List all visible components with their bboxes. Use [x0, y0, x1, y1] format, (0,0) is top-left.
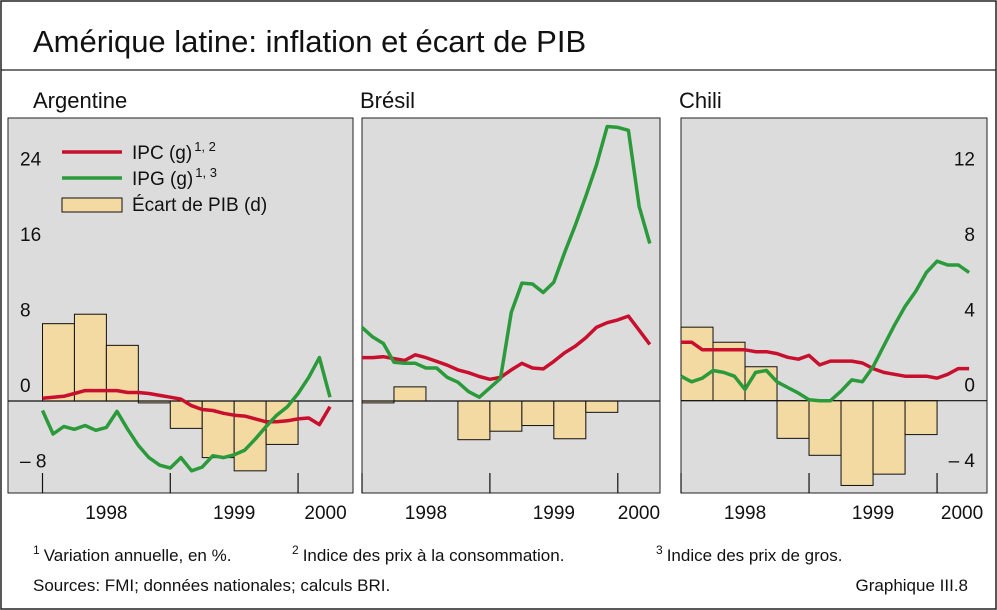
bar — [872, 400, 906, 475]
line-series — [40, 355, 332, 473]
bar — [680, 326, 714, 402]
legend-name: IPC (g) — [132, 143, 192, 164]
y-tick-label: 0 — [964, 376, 975, 397]
footnote: 1 Variation annuelle, en %. — [33, 543, 231, 565]
panel-title: Brésil — [360, 88, 415, 113]
bar — [42, 323, 75, 402]
y-tick-label: 12 — [954, 150, 975, 171]
figure-label: Graphique III.8 — [856, 576, 968, 595]
bar — [840, 400, 874, 486]
bar — [808, 400, 842, 456]
bar — [585, 400, 619, 413]
legend-label: IPG (g) 1, 3 — [132, 165, 217, 190]
legend-label: Écart de PIB (d) — [132, 195, 267, 216]
legend-name: Écart de PIB (d) — [132, 195, 267, 216]
bar — [521, 400, 555, 427]
bar — [776, 400, 810, 439]
bar — [393, 386, 427, 402]
line-series — [360, 124, 652, 399]
legend-label: IPC (g) 1, 2 — [132, 139, 216, 164]
x-tick-label: 1998 — [724, 503, 766, 524]
x-tick-label: 1999 — [213, 503, 255, 524]
figure-title: Amérique latine: inflation et écart de P… — [33, 24, 586, 59]
legend-swatch — [61, 197, 123, 213]
y-tick-label: 4 — [964, 300, 975, 321]
x-tick-label: 2000 — [304, 503, 346, 524]
panel-title: Chili — [679, 88, 722, 113]
bar — [457, 400, 491, 441]
plot-area — [361, 117, 661, 494]
x-tick-label: 1998 — [85, 503, 127, 524]
footnote: 2 Indice des prix à la consommation. — [292, 543, 564, 565]
line-series — [362, 314, 652, 382]
y-tick-label: – 8 — [20, 451, 46, 472]
y-tick-label: 16 — [20, 225, 41, 246]
y-tick-label: 8 — [964, 225, 975, 246]
sources: Sources: FMI; données nationales; calcul… — [33, 576, 390, 595]
line-series — [680, 259, 971, 403]
line-series — [681, 340, 970, 380]
x-tick-label: 1999 — [533, 503, 575, 524]
x-tick-label: 2000 — [941, 503, 983, 524]
bar — [233, 400, 267, 472]
x-tick-label: 1999 — [852, 503, 894, 524]
legend-note: 1, 3 — [195, 165, 217, 180]
bar — [169, 400, 203, 429]
footnote-mark: 1 — [33, 543, 40, 557]
bar — [904, 400, 938, 436]
footnote-mark: 3 — [656, 543, 663, 557]
x-tick-label: 2000 — [618, 503, 660, 524]
footnote-text: Indice des prix de gros. — [667, 546, 843, 565]
y-tick-label: 8 — [20, 301, 31, 322]
y-tick-label: – 4 — [949, 451, 976, 472]
bar — [73, 313, 107, 402]
y-tick-label: 24 — [20, 150, 42, 171]
bar — [489, 400, 523, 432]
footnote-text: Variation annuelle, en %. — [44, 546, 232, 565]
footnote-text: Indice des prix à la consommation. — [303, 546, 565, 565]
legend-name: IPG (g) — [132, 169, 193, 190]
x-tick-label: 1998 — [405, 503, 447, 524]
panel-title: Argentine — [33, 88, 127, 113]
footnote-mark: 2 — [292, 543, 299, 557]
legend-note: 1, 2 — [194, 139, 216, 154]
y-tick-label: 0 — [20, 376, 31, 397]
bar — [553, 400, 587, 440]
line-series — [42, 388, 332, 427]
footnote: 3 Indice des prix de gros. — [656, 543, 842, 565]
